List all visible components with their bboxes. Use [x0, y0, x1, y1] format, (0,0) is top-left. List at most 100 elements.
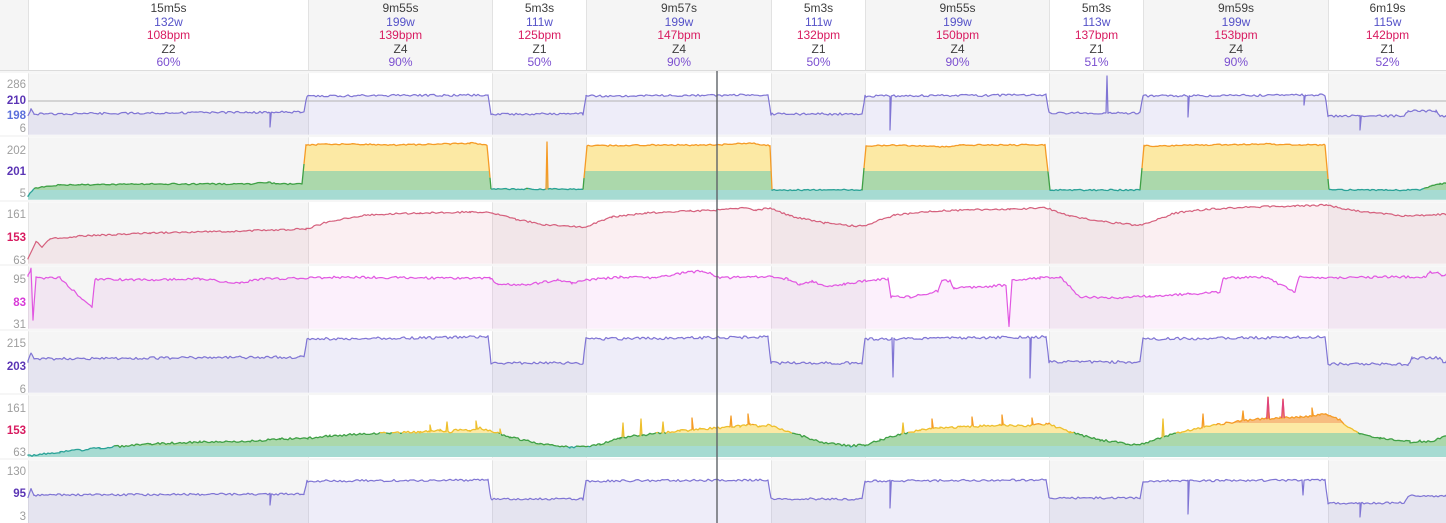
- lap-intensity: 51%: [1084, 55, 1109, 69]
- series-line: [27, 187, 35, 198]
- series-line: [731, 424, 748, 428]
- series-line: [907, 427, 933, 434]
- lap-power: 199w: [386, 14, 415, 29]
- series-line: [665, 429, 693, 434]
- lap-duration: 9m59s: [1217, 1, 1255, 15]
- series-line: [489, 177, 492, 189]
- lap-heartrate: 139bpm: [378, 28, 423, 42]
- series-line: [1175, 427, 1203, 434]
- lap-intensity: 50%: [806, 55, 831, 69]
- series-line: [931, 418, 934, 429]
- lap-heartrate: 147bpm: [657, 28, 701, 42]
- lap-power: 111w: [805, 14, 832, 29]
- lap-heartrate: 132bpm: [796, 28, 841, 42]
- series-line: [753, 423, 793, 434]
- lap-intensity: 90%: [1223, 55, 1249, 69]
- axis-label: 215: [7, 338, 26, 350]
- hr-spike: [1281, 398, 1285, 418]
- series-line: [1201, 413, 1205, 429]
- lap-intensity: 50%: [527, 55, 552, 69]
- series-line: [1203, 423, 1217, 428]
- axis-label: 3: [20, 511, 26, 523]
- series-line: [641, 432, 657, 437]
- axis-label: 6: [20, 123, 26, 135]
- series-line: [1343, 423, 1359, 434]
- axis-gutter: [0, 0, 28, 70]
- series-line: [567, 445, 577, 449]
- axis-label: 130: [7, 466, 26, 478]
- lap-intensity: 90%: [388, 55, 413, 69]
- series-line: [1141, 142, 1329, 179]
- axis-label: 95: [13, 274, 26, 286]
- series-line: [499, 428, 502, 435]
- series-line: [904, 431, 909, 435]
- series-fill: [28, 76, 1446, 136]
- series-line: [582, 178, 585, 190]
- series-line: [1045, 422, 1051, 425]
- lap-summary-6[interactable]: 9m55s 199w 150bpm Z4 90%: [865, 0, 1049, 70]
- series-line: [623, 434, 641, 439]
- series-line: [385, 432, 393, 435]
- track-separators: [0, 70, 1446, 461]
- series-line: [639, 418, 643, 437]
- series-line: [661, 421, 665, 434]
- series-line: [1049, 423, 1075, 434]
- lap-summary-1[interactable]: 15m5s 132w 108bpm Z2 60%: [28, 0, 308, 70]
- series-line: [663, 432, 667, 435]
- series-fill: [28, 479, 1446, 523]
- axis-label: 63: [13, 447, 26, 459]
- axis-label: 161: [7, 403, 26, 415]
- series-line: [27, 267, 1446, 328]
- hr-spike: [1266, 396, 1270, 419]
- lap-summary-3[interactable]: 5m3s 111w 125bpm Z1 50%: [492, 0, 586, 70]
- lap-summary-8[interactable]: 9m59s 199w 153bpm Z4 90%: [1143, 0, 1328, 70]
- series-line: [27, 203, 1446, 260]
- series-line: [1327, 178, 1330, 190]
- track-cadence: [27, 267, 1446, 330]
- lap-intensity: 90%: [945, 55, 970, 69]
- lap-zone: Z4: [1228, 41, 1243, 56]
- lap-duration: 6m19s: [1369, 1, 1406, 15]
- series-line: [490, 187, 527, 191]
- lap-duration: 5m3s: [524, 1, 555, 15]
- series-line: [1073, 431, 1163, 446]
- series-line: [1161, 418, 1165, 438]
- lap-intensity: 60%: [156, 55, 181, 69]
- lap-heartrate: 153bpm: [1214, 28, 1258, 42]
- series-line: [575, 445, 587, 448]
- lap-zone: Z4: [950, 41, 965, 56]
- lap-power: 199w: [1221, 14, 1251, 29]
- series-line: [587, 445, 591, 448]
- lap-summary-4[interactable]: 9m57s 199w 147bpm Z4 90%: [586, 0, 771, 70]
- lap-power: 199w: [664, 14, 694, 29]
- lap-summary-7[interactable]: 5m3s 113w 137bpm Z1 51%: [1049, 0, 1143, 70]
- lap-duration: 9m57s: [660, 1, 698, 15]
- series-line: [27, 75, 1446, 131]
- series-line: [1357, 432, 1446, 444]
- lap-summary-2[interactable]: 9m55s 199w 139bpm Z4 90%: [308, 0, 492, 70]
- series-line: [621, 422, 625, 439]
- series-line: [500, 433, 569, 448]
- lap-summary-header: 15m5s 132w 108bpm Z2 60% 9m55s 199w 139b…: [0, 0, 1446, 71]
- lap-duration: 9m55s: [382, 1, 419, 15]
- lap-power: 111w: [526, 14, 553, 29]
- series-line: [27, 445, 115, 457]
- axis-label: 6: [20, 384, 26, 396]
- series-line: [1047, 171, 1051, 191]
- series-fill: [28, 335, 1446, 394]
- series-line: [1031, 417, 1034, 426]
- series-fill: [28, 268, 1446, 330]
- axis-label: 153: [7, 232, 26, 244]
- lap-zone: Z1: [811, 41, 826, 56]
- lap-zone: Z1: [1089, 41, 1104, 56]
- series-line: [303, 141, 491, 178]
- series-line: [692, 425, 731, 431]
- series-line: [547, 187, 584, 191]
- series-line: [27, 478, 1446, 518]
- axis-labels: 2862101986202201516115363958331215203616…: [7, 79, 27, 523]
- lap-summary-5[interactable]: 5m3s 111w 132bpm Z1 50%: [771, 0, 865, 70]
- series-line: [791, 432, 851, 447]
- lap-summary-9[interactable]: 6m19s 115w 142bpm Z1 52%: [1328, 0, 1446, 70]
